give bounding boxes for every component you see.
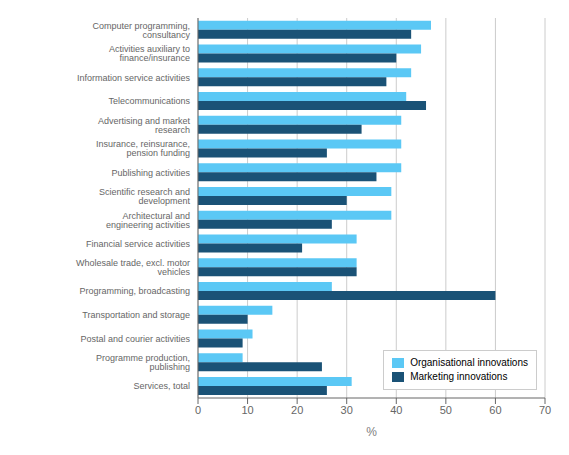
html-text:Organisational innovations: Organisational innovations xyxy=(410,357,528,368)
svg-text:0: 0 xyxy=(195,404,201,416)
svg-text:Transportation and storage: Transportation and storage xyxy=(82,310,190,320)
svg-text:50: 50 xyxy=(440,404,452,416)
svg-text:Architectural andengineering a: Architectural andengineering activities xyxy=(106,211,191,230)
svg-text:Advertising and marketresearch: Advertising and marketresearch xyxy=(98,116,191,135)
svg-text:Programming, broadcasting: Programming, broadcasting xyxy=(79,286,190,296)
svg-text:Financial service activities: Financial service activities xyxy=(86,239,191,249)
svg-text:Services, total: Services, total xyxy=(133,381,190,391)
svg-text:40: 40 xyxy=(390,404,402,416)
svg-text:Programme production,publishin: Programme production,publishing xyxy=(96,353,190,372)
html-text:Marketing innovations: Marketing innovations xyxy=(410,371,508,382)
svg-text:Activities auxiliary tofinance: Activities auxiliary tofinance/insurance xyxy=(109,44,190,63)
svg-text:Information service activities: Information service activities xyxy=(77,73,191,83)
svg-text:Computer programming,consultan: Computer programming,consultancy xyxy=(92,21,190,40)
svg-text:%: % xyxy=(366,425,377,439)
svg-text:30: 30 xyxy=(341,404,353,416)
svg-text:70: 70 xyxy=(539,404,551,416)
svg-text:Scientific research anddevelop: Scientific research anddevelopment xyxy=(99,187,191,206)
svg-text:Postal and courier activities: Postal and courier activities xyxy=(80,334,190,344)
svg-text:60: 60 xyxy=(489,404,501,416)
svg-text:Publishing activities: Publishing activities xyxy=(111,168,190,178)
svg-text:Insurance, reinsurance,pension: Insurance, reinsurance,pension funding xyxy=(96,139,190,158)
svg-text:Telecommunications: Telecommunications xyxy=(108,96,190,106)
svg-text:Wholesale trade, excl. motorve: Wholesale trade, excl. motorvehicles xyxy=(76,258,191,277)
svg-text:10: 10 xyxy=(241,404,253,416)
svg-text:20: 20 xyxy=(291,404,303,416)
